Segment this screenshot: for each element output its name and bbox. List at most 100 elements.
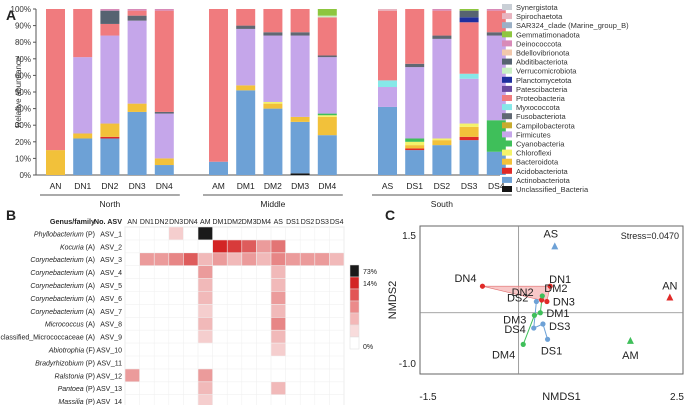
point-label: DN4 (454, 273, 476, 285)
heatmap-cell (314, 252, 330, 266)
plot-frame (419, 225, 684, 375)
x-tick-label: AS (382, 181, 394, 191)
data-point-ds2 (533, 298, 539, 305)
bar-segment (405, 148, 425, 151)
heatmap-cell (256, 252, 271, 266)
column-label: AM (200, 219, 211, 226)
legend-label: SAR324_clade (Marine_group_B) (516, 21, 629, 30)
bar-segment (405, 141, 425, 146)
bar-segment (290, 32, 310, 36)
bar-segment (317, 135, 337, 175)
bar-segment (290, 35, 310, 117)
y-tick-label: 10% (15, 154, 31, 163)
bar-segment (432, 38, 452, 139)
colorbar-segment (349, 324, 360, 338)
legend-swatch (502, 13, 512, 20)
y-tick-label: 50% (15, 88, 31, 97)
legend-swatch (502, 85, 512, 92)
bar-segment (100, 136, 120, 139)
bar-segment (317, 55, 337, 58)
y-tick-label: 20% (15, 138, 31, 147)
x-tick-label: DM3 (291, 181, 309, 191)
row-genus-name: Phyllobacterium (34, 231, 84, 238)
bar-segment (459, 126, 479, 137)
legend-swatch (502, 76, 512, 83)
bar-segment (127, 10, 147, 16)
legend-label: Synergistota (516, 3, 559, 12)
bar-segment (290, 121, 310, 174)
heatmap-cell (329, 252, 344, 266)
legend-label: Acidobacteriota (516, 167, 569, 176)
x-tick-label: DN1 (74, 181, 91, 191)
heatmap-cell (198, 252, 213, 266)
legend-label: Gemmatimonadota (516, 30, 581, 39)
heatmap-cell (241, 239, 257, 253)
heatmap-cell (198, 265, 213, 279)
bar-segment (486, 151, 506, 175)
y-axis-label: NMDS2 (387, 281, 399, 320)
legend-label: Abditibacteriota (516, 58, 569, 67)
heatmap-cell (154, 252, 169, 266)
heatmap-cell (256, 239, 271, 253)
bar-segment (405, 145, 425, 149)
x-tick-label: DN4 (156, 181, 173, 191)
stacked-bar-chart: 0% 10% 20% 30% 40% 50% 60% 70% 80% 90% 100% Relativ… (11, 5, 512, 209)
row-genus-label: Unclassified_Micrococcaceae (A) (0, 335, 95, 342)
bar-segment (127, 20, 147, 104)
row-genus-label: Bradyrhizobium (P) (35, 360, 95, 367)
y-tick-label: 60% (15, 71, 31, 80)
point-label: AM (622, 350, 639, 362)
heatmap-cell (241, 252, 257, 266)
bar-segment (263, 103, 283, 109)
data-point-dn3 (544, 298, 550, 305)
row-genus-name: Corynebacterium (30, 296, 83, 303)
bar-segment (236, 85, 256, 91)
column-label: AN (127, 219, 137, 226)
panel-label-c: C (385, 207, 395, 223)
row-genus-name: Corynebacterium (30, 283, 83, 290)
row-genus-label: Phyllobacterium (P) (34, 231, 95, 238)
bar-segment (317, 115, 337, 117)
bar-segment (73, 133, 93, 139)
legend-label: Planctomycetota (516, 76, 572, 85)
data-point-dm4 (520, 341, 526, 347)
heatmap-cell (227, 239, 242, 253)
heatmap-cell (125, 368, 140, 382)
bar-segment (459, 10, 479, 18)
x-tick-label: DS1 (406, 181, 423, 191)
heatmap-cell (168, 252, 184, 266)
bar-segment (459, 140, 479, 175)
row-genus-label: Corynebacterium (A) (30, 257, 95, 264)
x-tick-label: -1.5 (419, 392, 437, 403)
column-label: DN2 (154, 219, 168, 226)
legend-swatch (502, 58, 512, 65)
data-point-dn1 (547, 283, 553, 289)
row-asv-label: ASV_12 (96, 373, 122, 380)
row-phylum-code: (A) (84, 270, 95, 277)
bar-segment (317, 17, 337, 56)
colorbar-segment (349, 264, 360, 278)
bar-segment (486, 120, 506, 152)
bar-segment (100, 138, 120, 175)
bar-segment (317, 113, 337, 116)
row-asv-label: ASV_2 (100, 244, 122, 251)
row-asv-label: ASV_10 (96, 348, 122, 355)
heatmap-cell (271, 317, 286, 331)
bar-segment (317, 116, 337, 136)
bar-segment (459, 73, 479, 79)
bar-segment (290, 173, 310, 175)
legend-swatch (502, 4, 512, 10)
bar-segment (154, 111, 174, 114)
row-phylum-code: (P) (84, 399, 95, 405)
legend-swatch (502, 40, 512, 47)
x-tick-label: AN (50, 181, 62, 191)
heatmap-cell (271, 381, 286, 395)
column-label: DM2 (227, 219, 242, 226)
column-label: DS4 (330, 219, 344, 226)
legend-swatch (502, 176, 512, 183)
bar-segment (154, 9, 174, 11)
legend-label: Proteobacteria (516, 94, 566, 103)
bar-segment (127, 9, 147, 11)
row-phylum-code: (A) (84, 257, 95, 264)
